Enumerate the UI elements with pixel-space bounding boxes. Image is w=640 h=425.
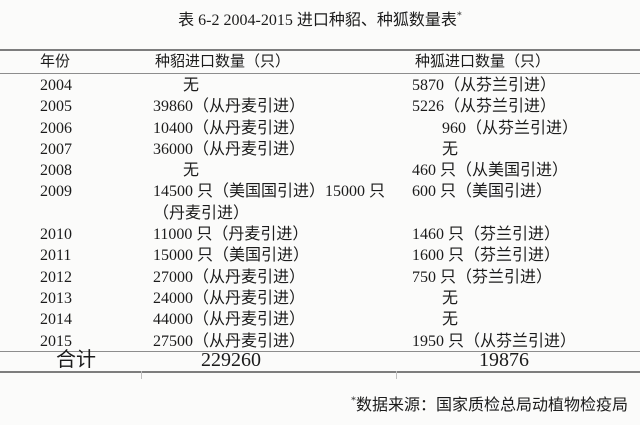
year-cell: 2010 xyxy=(40,226,72,244)
table-header-row: 年份 种貂进口数量（只） 种狐进口数量（只） xyxy=(0,51,640,73)
column-edge-tick xyxy=(141,371,142,379)
mink-cell: 27500（从丹麦引进） xyxy=(153,332,306,350)
mink-cell: 10400（从丹麦引进） xyxy=(153,119,306,137)
table-title-text: 表 6-2 2004-2015 进口种貂、种狐数量表 xyxy=(178,12,457,29)
header-fox-imports: 种狐进口数量（只） xyxy=(415,54,551,70)
mink-cell: 27000（从丹麦引进） xyxy=(153,268,306,286)
year-cell: 2006 xyxy=(40,119,72,137)
year-cell: 2005 xyxy=(40,98,72,116)
table-title: 表 6-2 2004-2015 进口种貂、种狐数量表* xyxy=(0,11,640,31)
fox-cell: 750 只（芬兰引进） xyxy=(412,268,553,286)
fox-cell: 无 xyxy=(442,289,459,307)
mink-cell: 36000（从丹麦引进） xyxy=(153,140,306,158)
year-cell: 2008 xyxy=(40,162,72,180)
total-fox-value: 19876 xyxy=(479,349,529,371)
fox-cell: 960（从芬兰引进） xyxy=(442,119,579,137)
year-cell: 2007 xyxy=(40,140,72,158)
fox-cell: 5226（从芬兰引进） xyxy=(412,98,557,116)
table-row: 2009 14500 只（美国国引进）15000 只（丹麦引进） 600 只（美… xyxy=(0,181,640,224)
footnote-marker: * xyxy=(350,395,356,407)
year-cell: 2009 xyxy=(40,183,72,201)
year-cell: 2013 xyxy=(40,289,72,307)
top-rule-divider xyxy=(0,49,640,51)
pre-total-rule-divider xyxy=(0,351,640,352)
fox-cell: 1600 只（芬兰引进） xyxy=(412,247,561,265)
table-row: 2014 44000（从丹麦引进） 无 xyxy=(0,309,640,330)
year-cell: 2012 xyxy=(40,268,72,286)
fox-cell: 1460 只（芬兰引进） xyxy=(412,226,561,244)
column-edge-tick xyxy=(396,371,397,379)
header-mink-imports: 种貂进口数量（只） xyxy=(155,54,291,70)
total-mink-value: 229260 xyxy=(201,349,261,371)
table-row: 2008 无 460 只（从美国引进） xyxy=(0,160,640,181)
table-row: 2012 27000（从丹麦引进） 750 只（芬兰引进） xyxy=(0,267,640,288)
table-row: 2004 无 5870（从芬兰引进） xyxy=(0,75,640,96)
fox-cell: 无 xyxy=(442,140,459,158)
table-body: 2004 无 5870（从芬兰引进） 2005 39860（从丹麦引进） 522… xyxy=(0,75,640,352)
table-row: 2007 36000（从丹麦引进） 无 xyxy=(0,139,640,160)
table-title-footnote-marker: * xyxy=(456,10,462,22)
fox-cell: 1950 只（从芬兰引进） xyxy=(412,332,577,350)
year-cell: 2011 xyxy=(40,247,72,265)
table-row: 2006 10400（从丹麦引进） 960（从芬兰引进） xyxy=(0,118,640,139)
fox-cell: 460 只（从美国引进） xyxy=(412,162,569,180)
mink-cell: 11000 只（丹麦引进） xyxy=(153,226,309,244)
table-row: 2011 15000 只（美国引进） 1600 只（芬兰引进） xyxy=(0,245,640,266)
table-row: 2015 27500（从丹麦引进） 1950 只（从芬兰引进） xyxy=(0,331,640,352)
year-cell: 2015 xyxy=(40,332,72,350)
fox-cell: 5870（从芬兰引进） xyxy=(412,77,557,94)
total-label: 合计 xyxy=(56,349,96,371)
header-rule-divider xyxy=(0,73,640,74)
mink-cell: 39860（从丹麦引进） xyxy=(153,98,306,116)
table-row: 2013 24000（从丹麦引进） 无 xyxy=(0,288,640,309)
table-row: 2005 39860（从丹麦引进） 5226（从芬兰引进） xyxy=(0,96,640,117)
mink-cell: 无 xyxy=(183,77,200,94)
mink-cell: 24000（从丹麦引进） xyxy=(153,289,306,307)
mink-cell: 无 xyxy=(183,162,200,180)
mink-cell: 14500 只（美国国引进）15000 只（丹麦引进） xyxy=(153,183,386,222)
bottom-rule-divider xyxy=(0,371,640,373)
fox-cell: 无 xyxy=(442,311,459,329)
header-year: 年份 xyxy=(40,54,71,70)
mink-cell: 44000（从丹麦引进） xyxy=(153,311,306,329)
total-row: 合计 229260 19876 xyxy=(0,350,640,371)
mink-cell: 15000 只（美国引进） xyxy=(153,247,310,265)
footnote: *数据来源：国家质检总局动植物检疫局 xyxy=(351,396,628,416)
year-cell: 2004 xyxy=(40,77,72,94)
footnote-text: 数据来源：国家质检总局动植物检疫局 xyxy=(355,397,628,414)
fox-cell: 600 只（美国引进） xyxy=(412,183,553,201)
year-cell: 2014 xyxy=(40,311,72,329)
table-row: 2010 11000 只（丹麦引进） 1460 只（芬兰引进） xyxy=(0,224,640,245)
